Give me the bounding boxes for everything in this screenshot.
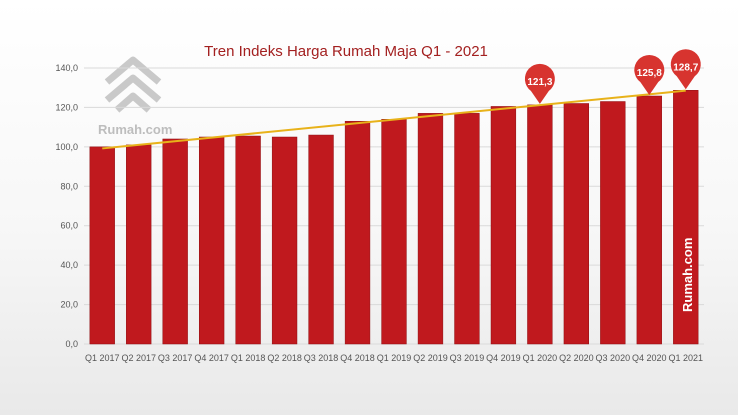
- x-tick-label: Q4 2018: [340, 353, 375, 363]
- bar: [162, 138, 188, 345]
- bar: [454, 113, 480, 345]
- x-tick-label: Q3 2017: [158, 353, 193, 363]
- value-callouts: 121,3 125,8 128,7: [524, 49, 701, 104]
- chart-title: Tren Indeks Harga Rumah Maja Q1 - 2021: [204, 43, 488, 60]
- bar: [490, 106, 517, 345]
- trendline: [102, 89, 686, 150]
- y-tick-label: 0,0: [65, 339, 78, 349]
- x-tick-label: Q4 2019: [486, 353, 521, 363]
- x-tick-label: Q3 2019: [450, 353, 485, 363]
- trendline-line: [102, 89, 686, 150]
- bar: [271, 136, 298, 345]
- value-callout: 125,8: [634, 54, 665, 95]
- bar: [344, 120, 371, 345]
- y-tick-label: 140,0: [55, 63, 78, 73]
- y-tick-label: 40,0: [60, 260, 78, 270]
- x-tick-label: Q4 2017: [194, 353, 229, 363]
- bar: [636, 95, 662, 345]
- y-tick-label: 20,0: [60, 300, 78, 310]
- callout-label: 125,8: [637, 68, 662, 79]
- x-axis-ticks: Q1 2017 Q2 2017 Q3 2017 Q4 2017 Q1 2018 Q2 20…: [85, 353, 703, 363]
- bar: [89, 146, 115, 345]
- callout-pin: [634, 54, 665, 95]
- x-tick-label: Q2 2018: [267, 353, 302, 363]
- y-tick-label: 120,0: [55, 102, 78, 112]
- y-axis-ticks: 0,0 20,0 40,0 60,0 80,0 100,0 120,0 140,0: [55, 63, 78, 349]
- x-tick-label: Q1 2019: [377, 353, 412, 363]
- callout-label: 128,7: [673, 62, 698, 73]
- value-callout: 121,3: [524, 63, 555, 104]
- x-tick-label: Q3 2020: [596, 353, 631, 363]
- value-callout: 128,7: [670, 49, 701, 90]
- y-tick-label: 60,0: [60, 221, 78, 231]
- x-tick-label: Q2 2020: [559, 353, 594, 363]
- bar: [527, 104, 553, 345]
- bars: [89, 90, 699, 345]
- bar: [600, 101, 626, 345]
- x-tick-label: Q4 2020: [632, 353, 667, 363]
- y-tick-label: 100,0: [55, 142, 78, 152]
- bar: [417, 113, 444, 345]
- watermark-brand-text: Rumah.com: [98, 122, 172, 137]
- bar: [308, 134, 334, 345]
- side-brand-text: Rumah.com: [680, 238, 695, 312]
- callout-label: 121,3: [527, 77, 552, 88]
- x-tick-label: Q1 2017: [85, 353, 120, 363]
- callout-pin: [670, 49, 701, 90]
- bar: [673, 90, 699, 345]
- x-tick-label: Q2 2017: [121, 353, 156, 363]
- x-tick-label: Q3 2018: [304, 353, 339, 363]
- bar: [235, 135, 261, 345]
- bar: [198, 136, 225, 345]
- callout-pin: [524, 63, 555, 104]
- x-tick-label: Q1 2020: [523, 353, 558, 363]
- bar: [563, 103, 590, 345]
- y-tick-label: 80,0: [60, 181, 78, 191]
- x-tick-label: Q1 2018: [231, 353, 266, 363]
- x-tick-label: Q1 2021: [668, 353, 703, 363]
- bar: [126, 144, 152, 345]
- house-logo-icon: [104, 56, 162, 113]
- x-tick-label: Q2 2019: [413, 353, 448, 363]
- bar: [381, 119, 407, 345]
